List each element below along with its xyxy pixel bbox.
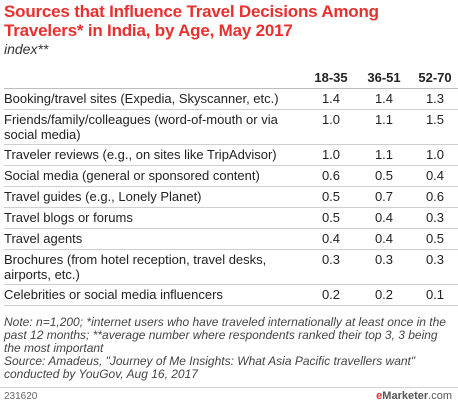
table-header-row: 18-35 36-51 52-70	[4, 66, 458, 89]
cell-value: 0.4	[425, 168, 445, 183]
cell-value: 0.5	[321, 210, 341, 225]
cell-value: 0.6	[321, 168, 341, 183]
cell-value: 1.0	[321, 112, 341, 127]
row-label: Celebrities or social media influencers	[4, 287, 223, 302]
cell-value: 0.4	[374, 210, 394, 225]
cell-value: 0.6	[425, 189, 445, 204]
chart-subtitle: index**	[4, 41, 49, 57]
row-label: Travel blogs or forums	[4, 210, 133, 225]
chart-notes: Note: n=1,200; *internet users who have …	[4, 316, 456, 381]
cell-value: 0.5	[425, 231, 445, 246]
brand-e: e	[376, 390, 383, 402]
cell-value: 0.3	[425, 210, 445, 225]
cell-value: 0.2	[321, 287, 341, 302]
column-header-36-51: 36-51	[367, 70, 401, 85]
row-label: Brochures (from hotel reception, travel …	[4, 252, 267, 282]
cell-value: 0.4	[374, 231, 394, 246]
cell-value: 0.7	[374, 189, 394, 204]
table-row: Travel agents 0.4 0.4 0.5	[4, 229, 458, 250]
table-row: Brochures (from hotel reception, travel …	[4, 250, 458, 285]
chart-title: Sources that Influence Travel Decisions …	[4, 2, 379, 40]
cell-value: 1.5	[425, 112, 445, 127]
row-label: Friends/family/colleagues (word-of-mouth…	[4, 112, 278, 142]
table-row: Travel guides (e.g., Lonely Planet) 0.5 0.…	[4, 187, 458, 208]
brand-logo: eMarketer.com	[376, 390, 452, 402]
table-body: Booking/travel sites (Expedia, Skyscanne…	[4, 89, 458, 306]
note-text: Note: n=1,200; *internet users who have …	[4, 315, 446, 355]
row-label: Travel guides (e.g., Lonely Planet)	[4, 189, 202, 204]
table-row: Traveler reviews (e.g., on sites like Tr…	[4, 145, 458, 166]
data-table: 18-35 36-51 52-70 Booking/travel sites (…	[4, 66, 458, 306]
cell-value: 1.1	[374, 147, 394, 162]
row-label: Booking/travel sites (Expedia, Skyscanne…	[4, 91, 279, 106]
cell-value: 0.4	[321, 231, 341, 246]
source-text: Source: Amadeus, "Journey of Me Insights…	[4, 354, 416, 381]
cell-value: 1.0	[321, 147, 341, 162]
cell-value: 0.3	[374, 252, 394, 267]
table-row: Friends/family/colleagues (word-of-mouth…	[4, 110, 458, 145]
cell-value: 0.5	[374, 168, 394, 183]
table-row: Booking/travel sites (Expedia, Skyscanne…	[4, 89, 458, 110]
column-header-52-70: 52-70	[418, 70, 452, 85]
cell-value: 1.0	[425, 147, 445, 162]
column-header-18-35: 18-35	[314, 70, 348, 85]
cell-value: 0.5	[321, 189, 341, 204]
brand-marketer: Marketer	[382, 390, 429, 402]
cell-value: 0.2	[374, 287, 394, 302]
row-label: Social media (general or sponsored conte…	[4, 168, 260, 183]
table-row: Travel blogs or forums 0.5 0.4 0.3	[4, 208, 458, 229]
brand-com: .com	[428, 390, 452, 402]
cell-value: 0.3	[425, 252, 445, 267]
cell-value: 1.4	[374, 91, 394, 106]
table-row: Celebrities or social media influencers 0…	[4, 285, 458, 306]
row-label: Traveler reviews (e.g., on sites like Tr…	[4, 147, 277, 162]
cell-value: 1.1	[374, 112, 394, 127]
chart-id: 231620	[4, 391, 38, 402]
cell-value: 0.3	[321, 252, 341, 267]
cell-value: 1.3	[425, 91, 445, 106]
cell-value: 1.4	[321, 91, 341, 106]
footer: 231620 eMarketer.com	[0, 387, 458, 406]
table-row: Social media (general or sponsored conte…	[4, 166, 458, 187]
cell-value: 0.1	[425, 287, 445, 302]
row-label: Travel agents	[4, 231, 83, 246]
